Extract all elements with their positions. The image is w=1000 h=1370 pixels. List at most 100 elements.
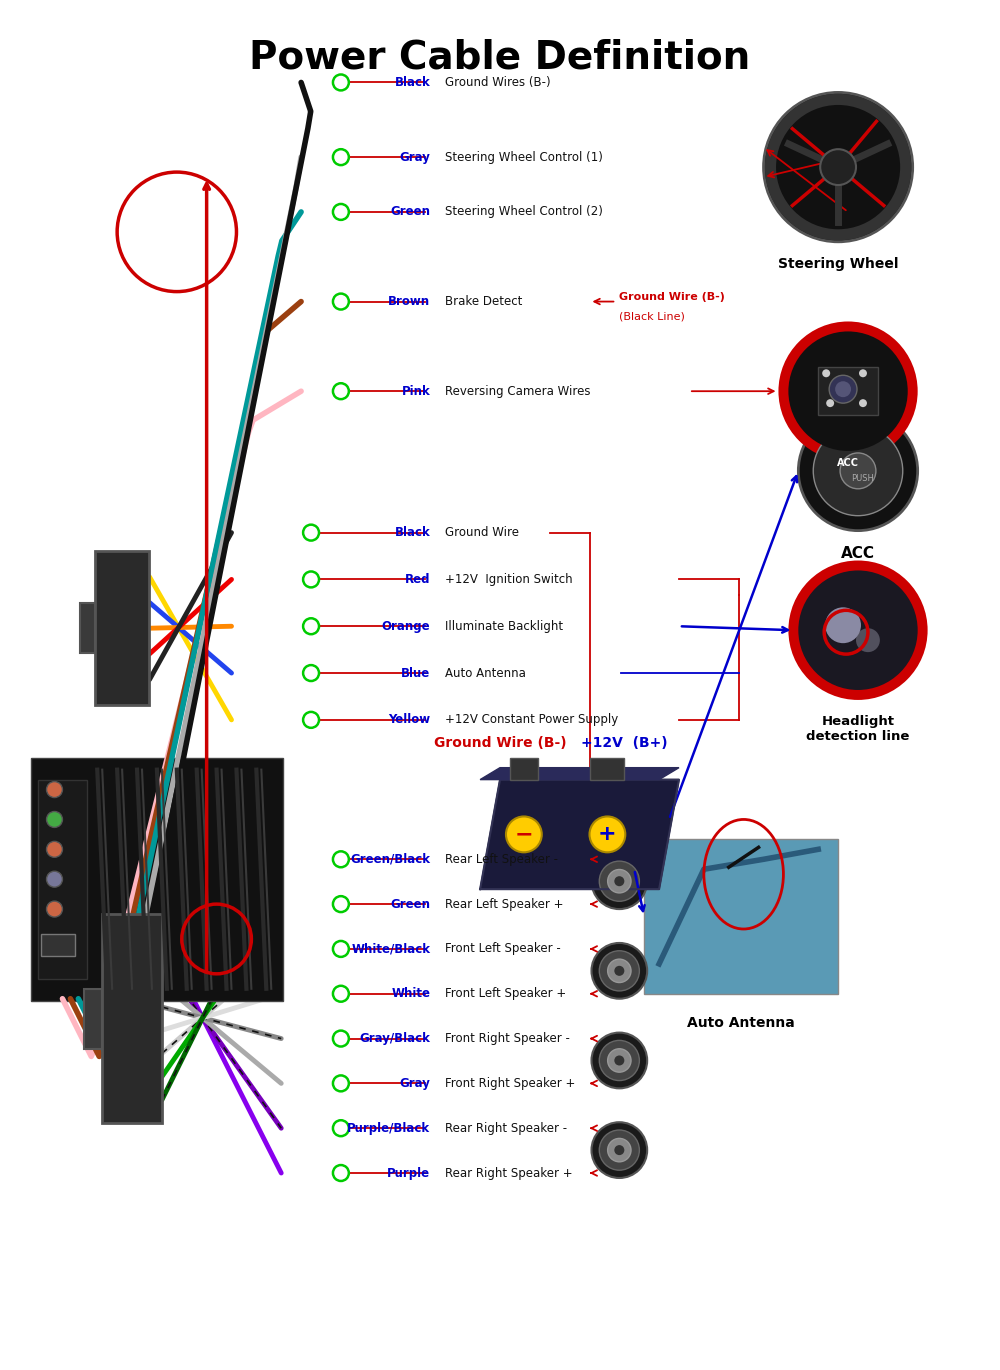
Text: Purple/Black: Purple/Black — [347, 1122, 430, 1134]
Text: Gray/Black: Gray/Black — [360, 1032, 430, 1045]
Text: Brake Detect: Brake Detect — [445, 295, 523, 308]
Circle shape — [856, 629, 880, 652]
Text: Front Left Speaker -: Front Left Speaker - — [445, 943, 561, 955]
Polygon shape — [480, 767, 679, 780]
Text: Ground Wire (B-): Ground Wire (B-) — [619, 292, 725, 301]
Circle shape — [614, 966, 624, 975]
Text: Black: Black — [395, 526, 430, 540]
Text: White/Black: White/Black — [351, 943, 430, 955]
Circle shape — [798, 570, 918, 690]
FancyBboxPatch shape — [590, 758, 624, 780]
FancyBboxPatch shape — [644, 840, 838, 993]
Circle shape — [47, 841, 62, 858]
Text: Headlight
detection line: Headlight detection line — [806, 715, 910, 743]
Circle shape — [608, 870, 631, 893]
Text: Steering Wheel Control (1): Steering Wheel Control (1) — [445, 151, 603, 163]
Circle shape — [47, 782, 62, 797]
Polygon shape — [480, 780, 679, 889]
Text: Reversing Camera Wires: Reversing Camera Wires — [445, 385, 591, 397]
Text: +: + — [598, 825, 617, 844]
Text: Gray: Gray — [400, 1077, 430, 1091]
Circle shape — [826, 399, 834, 407]
Circle shape — [599, 1040, 639, 1081]
Text: Green: Green — [390, 897, 430, 911]
Circle shape — [614, 1055, 624, 1066]
Text: Gray: Gray — [400, 151, 430, 163]
Text: Pink: Pink — [402, 385, 430, 397]
Text: Yellow: Yellow — [388, 714, 430, 726]
Circle shape — [591, 1122, 647, 1178]
Circle shape — [788, 560, 928, 700]
FancyBboxPatch shape — [41, 934, 75, 956]
Circle shape — [813, 426, 903, 515]
Circle shape — [829, 375, 857, 403]
Text: ACC: ACC — [841, 545, 875, 560]
FancyBboxPatch shape — [102, 914, 162, 1123]
Text: Ground Wire: Ground Wire — [445, 526, 519, 540]
Text: Black: Black — [395, 75, 430, 89]
FancyBboxPatch shape — [95, 551, 149, 706]
Circle shape — [820, 149, 856, 185]
Text: Auto Antenna: Auto Antenna — [687, 1015, 795, 1030]
Text: Steering Wheel Control (2): Steering Wheel Control (2) — [445, 206, 603, 218]
Circle shape — [835, 381, 851, 397]
Text: Rear Right Speaker +: Rear Right Speaker + — [445, 1166, 573, 1180]
FancyBboxPatch shape — [84, 989, 102, 1048]
Circle shape — [591, 1033, 647, 1088]
Circle shape — [614, 877, 624, 886]
Circle shape — [770, 100, 906, 234]
Text: Steering Wheel: Steering Wheel — [778, 256, 898, 271]
Text: Front Left Speaker +: Front Left Speaker + — [445, 988, 567, 1000]
FancyBboxPatch shape — [31, 758, 283, 1000]
Circle shape — [840, 453, 876, 489]
Circle shape — [778, 322, 918, 460]
Circle shape — [825, 607, 861, 643]
FancyBboxPatch shape — [38, 780, 87, 978]
Circle shape — [599, 951, 639, 991]
Text: Red: Red — [405, 573, 430, 586]
Circle shape — [788, 332, 908, 451]
Text: Illuminate Backlight: Illuminate Backlight — [445, 619, 563, 633]
Text: Rear Left Speaker +: Rear Left Speaker + — [445, 897, 564, 911]
Circle shape — [608, 1049, 631, 1073]
Text: +12V Constant Power Supply: +12V Constant Power Supply — [445, 714, 619, 726]
Circle shape — [591, 854, 647, 910]
Text: Brown: Brown — [388, 295, 430, 308]
Text: Front Right Speaker +: Front Right Speaker + — [445, 1077, 576, 1091]
Circle shape — [614, 1145, 624, 1155]
FancyBboxPatch shape — [80, 603, 95, 653]
Circle shape — [859, 370, 867, 377]
FancyBboxPatch shape — [818, 367, 878, 415]
Circle shape — [764, 92, 913, 241]
Text: Front Right Speaker -: Front Right Speaker - — [445, 1032, 570, 1045]
Text: Green/Black: Green/Black — [350, 852, 430, 866]
Text: Blue: Blue — [401, 667, 430, 680]
Circle shape — [608, 959, 631, 982]
Text: Ground Wires (B-): Ground Wires (B-) — [445, 75, 551, 89]
Text: ACC: ACC — [837, 458, 859, 469]
Text: Purple: Purple — [387, 1166, 430, 1180]
Text: White: White — [391, 988, 430, 1000]
Circle shape — [591, 943, 647, 999]
Circle shape — [822, 370, 830, 377]
Circle shape — [859, 399, 867, 407]
Circle shape — [608, 1138, 631, 1162]
Text: Power Cable Definition: Power Cable Definition — [249, 38, 751, 77]
Text: PUSH: PUSH — [852, 474, 874, 484]
Text: Ground Wire (B-): Ground Wire (B-) — [434, 736, 566, 749]
Text: Rear Left Speaker -: Rear Left Speaker - — [445, 852, 558, 866]
Circle shape — [798, 411, 918, 530]
Text: +12V  (B+): +12V (B+) — [581, 736, 668, 749]
Circle shape — [47, 811, 62, 827]
FancyBboxPatch shape — [510, 758, 538, 780]
Text: Rear Right Speaker -: Rear Right Speaker - — [445, 1122, 567, 1134]
Text: −: − — [515, 825, 533, 844]
Circle shape — [506, 817, 542, 852]
Circle shape — [599, 1130, 639, 1170]
Text: +12V  Ignition Switch: +12V Ignition Switch — [445, 573, 573, 586]
Text: (Black Line): (Black Line) — [619, 311, 685, 322]
Text: Green: Green — [390, 206, 430, 218]
Circle shape — [47, 871, 62, 888]
Circle shape — [599, 862, 639, 901]
Circle shape — [590, 817, 625, 852]
